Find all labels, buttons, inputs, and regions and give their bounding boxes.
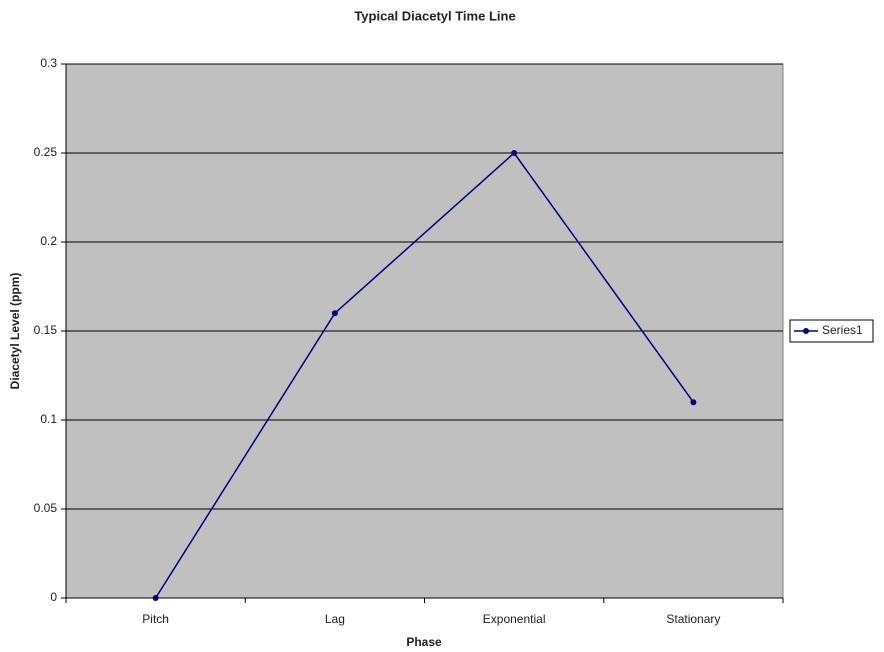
data-point xyxy=(511,150,518,156)
y-tick-label: 0.2 xyxy=(40,234,57,248)
x-tick-label: Lag xyxy=(325,612,345,626)
y-tick-label: 0.15 xyxy=(34,323,58,337)
y-tick-label: 0 xyxy=(50,590,57,604)
legend-marker xyxy=(803,328,809,334)
x-tick-label: Pitch xyxy=(142,612,169,626)
data-point xyxy=(152,595,159,601)
x-tick-label: Exponential xyxy=(483,612,546,626)
y-tick-label: 0.1 xyxy=(40,412,57,426)
data-point xyxy=(690,399,697,406)
y-tick-label: 0.05 xyxy=(34,501,58,515)
x-tick-label: Stationary xyxy=(666,612,720,626)
y-tick-label: 0.25 xyxy=(34,145,58,159)
legend-box xyxy=(789,319,874,343)
series-line xyxy=(154,151,694,599)
x-axis-title: Phase xyxy=(406,635,442,649)
y-tick-label: 0.3 xyxy=(40,56,57,70)
y-axis-title: Diacetyl Level (ppm) xyxy=(8,273,22,390)
legend-label: Series1 xyxy=(822,323,863,337)
data-point xyxy=(331,310,338,317)
chart-title: Typical Diacetyl Time Line xyxy=(354,8,515,23)
